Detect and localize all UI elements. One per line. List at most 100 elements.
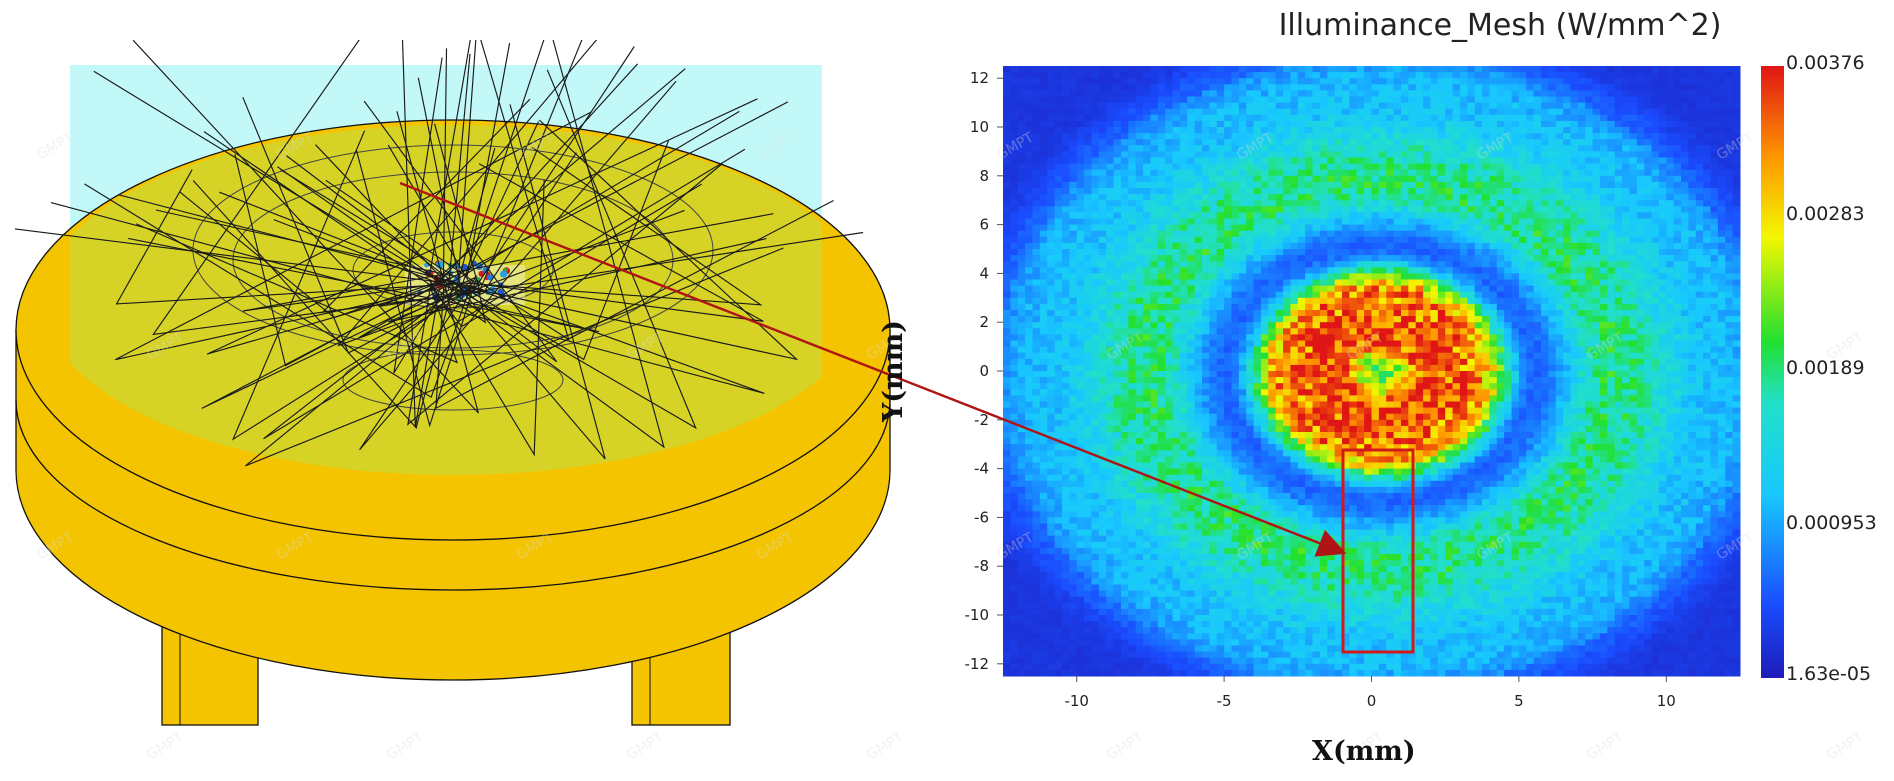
heatmap-cell (1143, 273, 1151, 280)
heatmap-cell (1688, 127, 1697, 134)
heatmap-cell (1017, 303, 1026, 311)
heatmap-cell (1408, 255, 1417, 262)
heatmap-cell (1474, 303, 1483, 311)
heatmap-cell (1695, 212, 1704, 219)
heatmap-cell (1150, 261, 1159, 268)
heatmap-cell (1327, 72, 1336, 79)
heatmap-cell (1599, 242, 1608, 250)
heatmap-cell (1231, 352, 1240, 360)
heatmap-cell (1378, 267, 1387, 274)
heatmap-cell (1467, 108, 1476, 116)
heatmap-cell (1695, 267, 1704, 274)
heatmap-cell (1069, 230, 1078, 238)
heatmap-cell (1113, 66, 1122, 73)
heatmap-cell (1386, 163, 1395, 171)
heatmap-cell (1150, 163, 1159, 171)
heatmap-cell (1577, 334, 1586, 341)
heatmap-cell (1179, 279, 1188, 287)
heatmap-cell (1032, 285, 1041, 293)
heatmap-cell (1061, 84, 1070, 91)
heatmap-cell (1187, 291, 1196, 299)
heatmap-cell (1577, 127, 1586, 134)
heatmap-cell (1297, 145, 1306, 152)
heatmap-cell (1681, 139, 1689, 146)
heatmap-cell (1342, 145, 1350, 152)
heatmap-cell (1695, 340, 1704, 348)
heatmap-cell (1327, 255, 1336, 262)
heatmap-cell (1290, 279, 1299, 287)
heatmap-cell (1047, 78, 1056, 85)
heatmap-cell (1253, 157, 1262, 165)
heatmap-cell (1644, 145, 1653, 152)
heatmap-cell (1003, 249, 1011, 256)
heatmap-cell (1570, 169, 1579, 177)
heatmap-cell (1165, 316, 1174, 323)
heatmap-cell (1032, 108, 1041, 116)
heatmap-cell (1150, 145, 1159, 152)
heatmap-cell (1135, 352, 1144, 360)
heatmap-cell (1224, 84, 1232, 91)
ray-line (475, 46, 635, 288)
heatmap-cell (1356, 224, 1365, 232)
heatmap-cell (1349, 358, 1358, 366)
heatmap-cell (1106, 90, 1115, 97)
heatmap-cell (1415, 358, 1424, 366)
heatmap-cell (1364, 66, 1372, 73)
heatmap-cell (1386, 188, 1395, 195)
heatmap-cell (1577, 340, 1586, 348)
heatmap-cell (1268, 212, 1277, 219)
heatmap-cell (1474, 188, 1483, 195)
heatmap-cell (1187, 200, 1196, 207)
heatmap-cell (1548, 279, 1557, 287)
heatmap-cell (1717, 200, 1726, 207)
heatmap-cell (1526, 255, 1535, 262)
heatmap-cell (1135, 310, 1144, 317)
heatmap-cell (1725, 66, 1734, 73)
heatmap-cell (1489, 255, 1498, 262)
heatmap-cell (1032, 72, 1041, 79)
heatmap-cell (1541, 261, 1549, 268)
heatmap-cell (1179, 188, 1188, 195)
heatmap-cell (1216, 346, 1225, 354)
heatmap-cell (1091, 334, 1100, 341)
heatmap-cell (1165, 346, 1174, 354)
heatmap-cell (1113, 340, 1122, 348)
heatmap-cell (1673, 279, 1682, 287)
heatmap-cell (1622, 206, 1630, 213)
heatmap-cell (1165, 242, 1174, 250)
heatmap-cell (1658, 206, 1667, 213)
heatmap-cell (1585, 249, 1594, 256)
heatmap-cell (1570, 84, 1579, 91)
heatmap-cell (1526, 261, 1535, 268)
heatmap-cell (1297, 175, 1306, 183)
heatmap-cell (1305, 285, 1314, 293)
heatmap-cell (1511, 66, 1520, 73)
heatmap-cell (1555, 151, 1564, 158)
heatmap-cell (1312, 303, 1321, 311)
heatmap-cell (1658, 133, 1667, 140)
heatmap-cell (1673, 218, 1682, 226)
heatmap-cell (1651, 145, 1660, 152)
heatmap-cell (1518, 212, 1527, 219)
heatmap-cell (1157, 352, 1166, 360)
heatmap-cell (1150, 206, 1159, 213)
heatmap-cell (1607, 285, 1616, 293)
heatmap-cell (1165, 291, 1174, 299)
heatmap-cell (1032, 255, 1041, 262)
heatmap-cell (1666, 157, 1675, 165)
heatmap-cell (1342, 78, 1350, 85)
heatmap-cell (1268, 285, 1277, 293)
heatmap-cell (1467, 151, 1476, 158)
heatmap-cell (1526, 328, 1535, 335)
heatmap-cell (1651, 66, 1660, 73)
heatmap-cell (1673, 151, 1682, 158)
heatmap-cell (1253, 84, 1262, 91)
heatmap-cell (1585, 151, 1594, 158)
ray-line (396, 111, 448, 295)
heatmap-cell (1430, 285, 1439, 293)
heatmap-cell (1076, 212, 1085, 219)
heatmap-cell (1666, 181, 1675, 189)
heatmap-cell (1356, 84, 1365, 91)
heatmap-cell (1039, 175, 1048, 183)
heatmap-cell (1069, 291, 1078, 299)
